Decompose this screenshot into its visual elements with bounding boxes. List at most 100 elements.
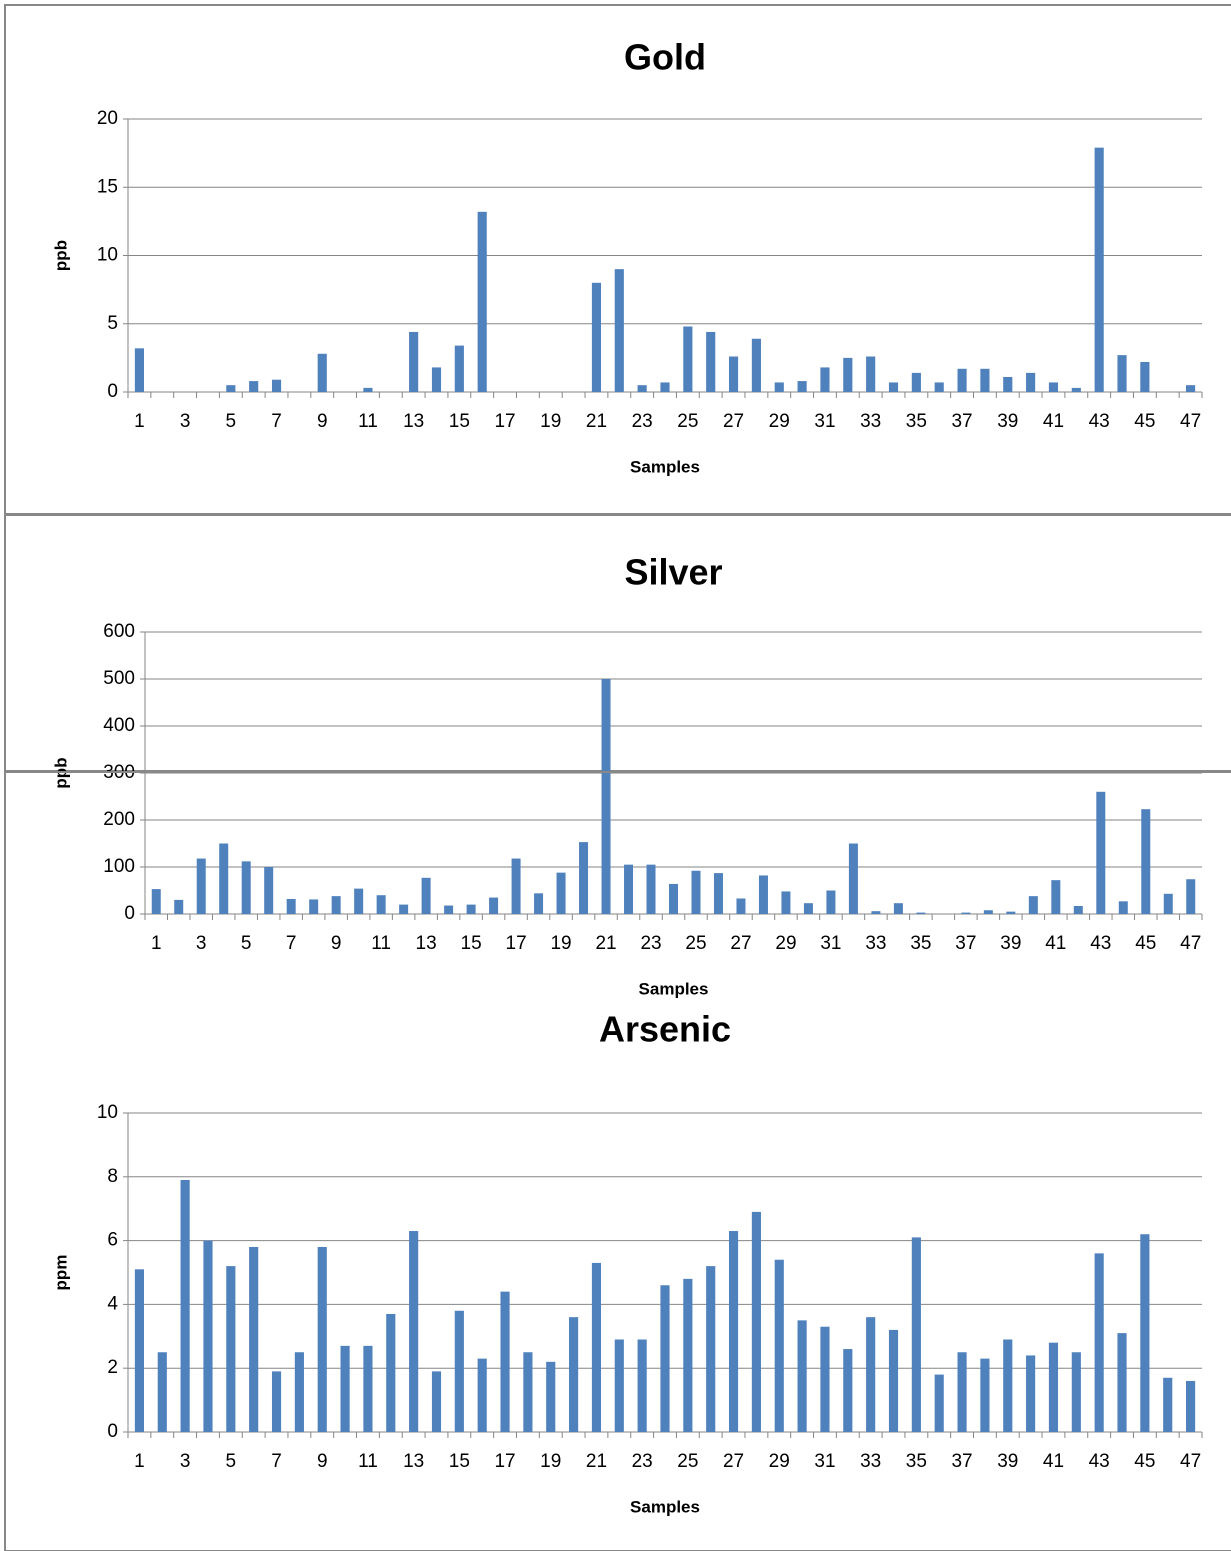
x-tick-label: 33 <box>860 1451 881 1472</box>
bar <box>174 899 184 914</box>
bar <box>500 1291 510 1432</box>
bar <box>399 904 409 914</box>
y-tick-label: 500 <box>103 668 135 689</box>
bar <box>431 1371 442 1432</box>
x-tick-label: 11 <box>358 411 378 432</box>
bar <box>916 912 926 914</box>
bar <box>866 1317 876 1432</box>
bar <box>454 345 464 392</box>
x-tick-label: 33 <box>865 933 886 954</box>
x-tick-label: 25 <box>677 1451 698 1472</box>
x-tick-label: 41 <box>1043 1451 1064 1472</box>
y-tick-label: 400 <box>103 715 135 736</box>
bar <box>1071 1352 1081 1432</box>
x-tick-label: 27 <box>730 933 751 954</box>
bar <box>683 326 693 392</box>
x-tick-label: 15 <box>461 933 482 954</box>
bar <box>157 1352 167 1432</box>
bar <box>646 864 656 914</box>
bar <box>1096 791 1106 914</box>
bar <box>286 898 296 914</box>
bar <box>196 858 206 914</box>
x-tick-label: 29 <box>769 1451 790 1472</box>
x-tick-label: 35 <box>906 1451 927 1472</box>
bar <box>781 891 791 914</box>
x-tick-label: 15 <box>449 411 470 432</box>
x-tick-label: 7 <box>271 411 282 432</box>
x-tick-label: 23 <box>632 1451 653 1472</box>
bar <box>219 843 229 914</box>
bar <box>624 864 634 914</box>
y-axis-label: ppb <box>51 240 70 271</box>
bar <box>888 1329 899 1432</box>
x-tick-label: 13 <box>403 1451 424 1472</box>
x-tick-label: 45 <box>1135 933 1156 954</box>
x-tick-label: 15 <box>449 1451 470 1472</box>
bar <box>376 895 386 914</box>
x-tick-label: 17 <box>494 1451 515 1472</box>
bar <box>180 1179 190 1432</box>
bar <box>660 382 670 392</box>
x-tick-label: 41 <box>1045 933 1066 954</box>
bar <box>249 1246 259 1432</box>
x-tick-label: 45 <box>1134 411 1155 432</box>
y-tick-label: 20 <box>97 108 118 129</box>
bar <box>934 382 944 392</box>
x-tick-label: 35 <box>910 933 931 954</box>
y-tick-label: 4 <box>107 1293 118 1314</box>
x-tick-label: 9 <box>331 933 342 954</box>
bar <box>466 904 476 914</box>
y-tick-label: 8 <box>107 1166 118 1187</box>
bar <box>134 1269 144 1432</box>
x-tick-label: 9 <box>317 411 328 432</box>
chart-frame <box>4 771 1231 1551</box>
bar <box>691 870 701 914</box>
x-tick-label: 25 <box>685 933 706 954</box>
x-tick-label: 3 <box>196 933 207 954</box>
x-tick-label: 3 <box>180 1451 191 1472</box>
x-tick-label: 7 <box>286 933 297 954</box>
x-tick-label: 23 <box>640 933 661 954</box>
x-tick-label: 19 <box>540 1451 561 1472</box>
x-tick-label: 37 <box>951 1451 972 1472</box>
bar <box>1048 382 1059 392</box>
y-tick-label: 600 <box>103 621 135 642</box>
x-tick-label: 19 <box>550 933 571 954</box>
x-tick-label: 35 <box>906 411 927 432</box>
bar <box>421 877 431 914</box>
bar <box>797 381 807 392</box>
bar <box>866 356 876 392</box>
bar <box>751 1211 761 1432</box>
bar <box>591 282 602 392</box>
bar <box>309 899 319 914</box>
bar <box>241 861 251 914</box>
x-tick-label: 37 <box>955 933 976 954</box>
bar <box>713 873 723 914</box>
bar <box>758 875 768 914</box>
x-tick-label: 43 <box>1090 933 1111 954</box>
x-tick-label: 5 <box>241 933 252 954</box>
chart-frame <box>4 4 1231 515</box>
x-tick-label: 25 <box>677 411 698 432</box>
x-tick-label: 31 <box>820 933 841 954</box>
x-tick-label: 37 <box>951 411 972 432</box>
chart-title: Arsenic <box>599 1009 731 1050</box>
bar <box>477 1358 487 1432</box>
bar <box>820 1326 830 1432</box>
y-tick-label: 2 <box>107 1357 118 1378</box>
bar <box>706 1266 716 1432</box>
x-tick-label: 23 <box>632 411 653 432</box>
bar <box>843 1349 853 1432</box>
bar <box>683 1278 693 1432</box>
bar <box>546 1361 556 1432</box>
bar <box>444 905 454 914</box>
bar <box>893 903 903 914</box>
x-tick-label: 13 <box>416 933 437 954</box>
bar <box>1026 372 1036 392</box>
x-tick-label: 9 <box>317 1451 328 1472</box>
bar <box>317 1246 327 1432</box>
bar <box>1048 1342 1059 1432</box>
bar <box>249 381 259 392</box>
x-tick-label: 39 <box>997 411 1018 432</box>
